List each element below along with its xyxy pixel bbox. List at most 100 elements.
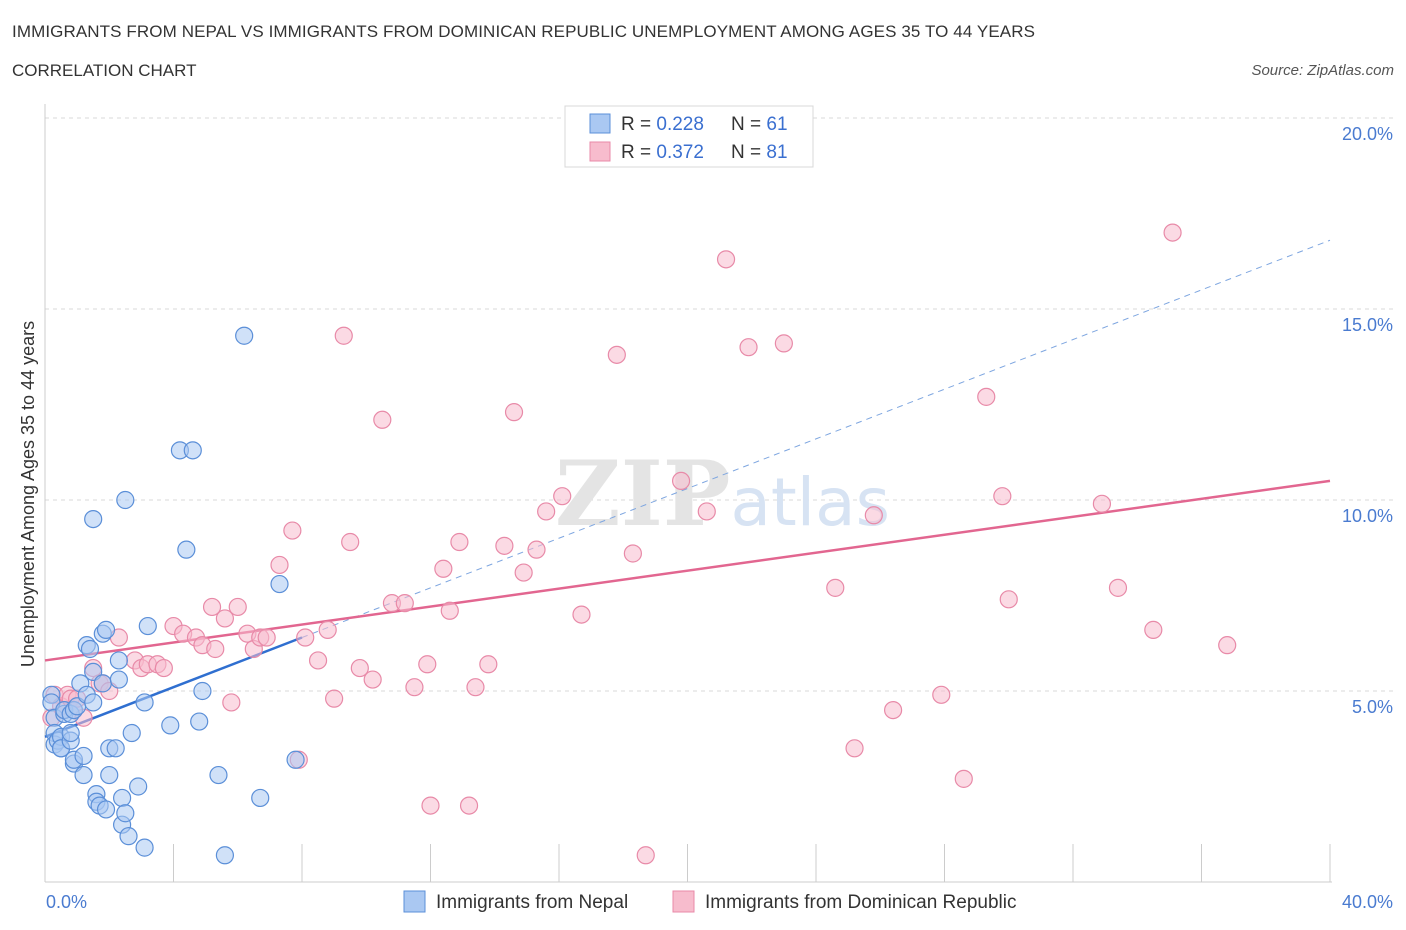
y-tick-label: 5.0%	[1352, 697, 1393, 717]
dr-point	[671, 471, 691, 490]
nepal-point	[190, 712, 209, 731]
dr-point	[283, 521, 302, 540]
dr-point	[774, 334, 793, 353]
dr-point	[418, 655, 437, 674]
dr-point	[466, 678, 485, 697]
nepal-point	[96, 800, 116, 819]
dr-point	[270, 555, 289, 575]
dr-point	[623, 544, 642, 563]
dr-point	[514, 563, 533, 582]
nepal-point	[100, 765, 119, 785]
nepal-point	[109, 670, 128, 689]
nepal-point	[270, 574, 289, 594]
svg-text:R = 0.372: R = 0.372	[621, 142, 704, 163]
nepal-point	[129, 777, 148, 796]
nepal-point	[116, 490, 135, 510]
bottom-legend-swatch-dr	[672, 890, 695, 913]
dr-point	[363, 670, 382, 689]
nepal-point	[84, 509, 103, 529]
dr-point	[864, 506, 883, 525]
gridlines	[45, 117, 1395, 692]
dr-point	[1092, 494, 1112, 513]
x-tick-label: 0.0%	[46, 892, 87, 912]
dr-point	[206, 639, 225, 659]
dr-point	[459, 796, 479, 815]
dr-point	[440, 601, 459, 620]
dr-point	[325, 689, 344, 708]
dr-point	[1218, 636, 1237, 655]
tick-labels: 5.0% 10.0% 15.0% 20.0% 0.0% 40.0%	[46, 124, 1393, 912]
bottom-legend-swatch-nepal	[403, 890, 426, 913]
dr-point	[739, 338, 758, 357]
dr-point	[1163, 223, 1182, 242]
series-legend: Immigrants from Nepal Immigrants from Do…	[403, 890, 1017, 913]
svg-text:R = 0.228: R = 0.228	[621, 114, 704, 135]
source-label: Source: ZipAtlas.com	[1251, 62, 1394, 79]
dr-point	[716, 250, 736, 269]
svg-text:N = 61: N = 61	[731, 114, 788, 135]
legend-n-value: 81	[766, 142, 787, 163]
chart-subtitle: CORRELATION CHART	[12, 61, 197, 80]
dr-point	[296, 628, 315, 647]
dr-point	[450, 532, 469, 552]
nepal-point	[209, 765, 228, 785]
legend-swatch-dr	[589, 141, 611, 162]
y-tick-label: 10.0%	[1342, 506, 1393, 526]
nepal-point	[96, 620, 116, 639]
nepal-trend-extension	[301, 239, 1331, 638]
dr-point	[318, 620, 337, 639]
nepal-point	[109, 651, 128, 670]
dr-point	[826, 578, 845, 597]
dr-point	[222, 693, 241, 712]
dr-point	[395, 594, 414, 613]
chart-title: IMMIGRANTS FROM NEPAL VS IMMIGRANTS FROM…	[12, 22, 1036, 41]
nepal-point	[80, 639, 100, 659]
dr-point	[1108, 578, 1128, 597]
legend-r-label: R =	[621, 114, 656, 135]
nepal-point	[106, 739, 125, 758]
nepal-point	[193, 681, 212, 701]
nepal-point	[93, 674, 112, 693]
dr-point	[228, 597, 247, 617]
dr-point	[154, 658, 173, 678]
dr-point	[405, 678, 424, 697]
dr-point	[954, 769, 973, 788]
x-tick-label: 40.0%	[1342, 892, 1393, 912]
correlation-legend: R = 0.228 N = 61 R = 0.372 N = 81	[564, 105, 814, 168]
nepal-point	[122, 723, 141, 743]
dr-point	[202, 597, 222, 617]
nepal-point	[61, 723, 80, 743]
legend-r-label: R =	[621, 142, 656, 163]
dr-point	[421, 796, 440, 815]
nepal-point	[183, 441, 202, 460]
dr-point	[479, 655, 498, 674]
dr-point	[883, 700, 903, 720]
dr-point	[999, 590, 1018, 609]
legend-n-value: 61	[766, 114, 787, 135]
dr-point	[527, 540, 546, 559]
watermark: ZIPatlas	[555, 441, 890, 547]
dr-point	[636, 846, 655, 865]
dr-point	[572, 605, 591, 624]
nepal-point	[177, 540, 196, 559]
dr-point	[537, 502, 556, 521]
dr-point	[373, 410, 392, 429]
axes	[44, 104, 1332, 883]
bottom-legend-label-dr: Immigrants from Dominican Republic	[705, 892, 1017, 913]
legend-swatch-nepal	[589, 113, 611, 134]
watermark-text: ZIPatlas	[555, 441, 890, 547]
dr-point	[334, 326, 353, 345]
dr-point	[341, 532, 360, 552]
nepal-point	[138, 616, 157, 636]
y-axis-title: Unemployment Among Ages 35 to 44 years	[18, 321, 38, 667]
dr-point	[504, 403, 524, 422]
y-tick-label: 20.0%	[1342, 124, 1393, 144]
svg-text:N = 81: N = 81	[731, 142, 788, 163]
dr-point	[845, 739, 864, 758]
dr-point	[607, 345, 626, 364]
nepal-point	[161, 716, 180, 735]
dr-point	[215, 609, 234, 628]
dr-point	[257, 628, 276, 647]
nepal-point	[74, 765, 93, 785]
dr-point	[434, 559, 453, 578]
